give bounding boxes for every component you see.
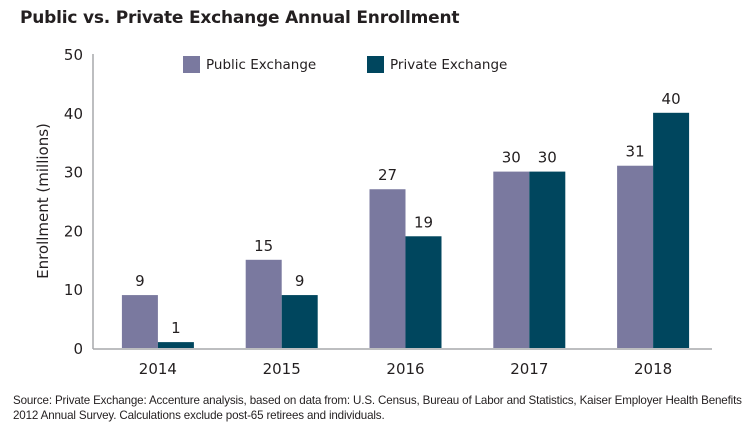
bar-private-exchange-2018 <box>653 112 690 348</box>
data-label: 40 <box>662 90 681 108</box>
y-tick-label: 30 <box>64 164 83 182</box>
legend: Public Exchange Private Exchange <box>183 56 507 73</box>
bar-public-exchange-2015 <box>245 259 282 348</box>
y-tick-label: 10 <box>64 281 83 299</box>
legend-swatch <box>183 56 200 73</box>
y-axis-label: Enrollment (millions) <box>34 123 52 279</box>
x-tick-label: 2018 <box>634 360 672 378</box>
data-label: 1 <box>171 319 181 337</box>
y-tick-label: 20 <box>64 222 83 240</box>
x-tick-label: 2016 <box>386 360 424 378</box>
bar-private-exchange-2015 <box>281 295 318 348</box>
x-tick-label: 2015 <box>263 360 301 378</box>
bars <box>121 112 690 348</box>
data-label: 15 <box>254 237 273 255</box>
data-labels: 9 1 15 9 27 19 30 30 31 40 <box>135 90 681 337</box>
bar-public-exchange-2017 <box>493 171 530 348</box>
bar-private-exchange-2014 <box>157 342 194 348</box>
x-axis-ticks: 2014 2015 2016 2017 2018 <box>139 360 672 378</box>
bar-public-exchange-2016 <box>369 189 406 348</box>
data-label: 19 <box>414 213 433 231</box>
data-label: 9 <box>295 272 305 290</box>
bar-private-exchange-2016 <box>405 236 442 348</box>
y-tick-label: 50 <box>64 46 83 64</box>
data-label: 30 <box>502 149 521 167</box>
data-label: 9 <box>135 272 145 290</box>
y-tick-label: 40 <box>64 105 83 123</box>
bar-private-exchange-2017 <box>529 171 566 348</box>
data-label: 27 <box>378 166 397 184</box>
bar-public-exchange-2018 <box>617 165 654 348</box>
y-tick-label: 0 <box>73 340 83 358</box>
legend-label: Public Exchange <box>206 57 316 73</box>
source-note: Source: Private Exchange: Accenture anal… <box>13 394 742 422</box>
legend-swatch <box>367 56 384 73</box>
x-tick-label: 2014 <box>139 360 177 378</box>
legend-label: Private Exchange <box>390 57 507 73</box>
data-label: 30 <box>538 149 557 167</box>
y-axis-ticks: 0 10 20 30 40 50 <box>64 46 83 358</box>
bar-public-exchange-2014 <box>121 295 158 348</box>
data-label: 31 <box>626 143 645 161</box>
x-tick-label: 2017 <box>510 360 548 378</box>
chart-title: Public vs. Private Exchange Annual Enrol… <box>20 8 460 28</box>
